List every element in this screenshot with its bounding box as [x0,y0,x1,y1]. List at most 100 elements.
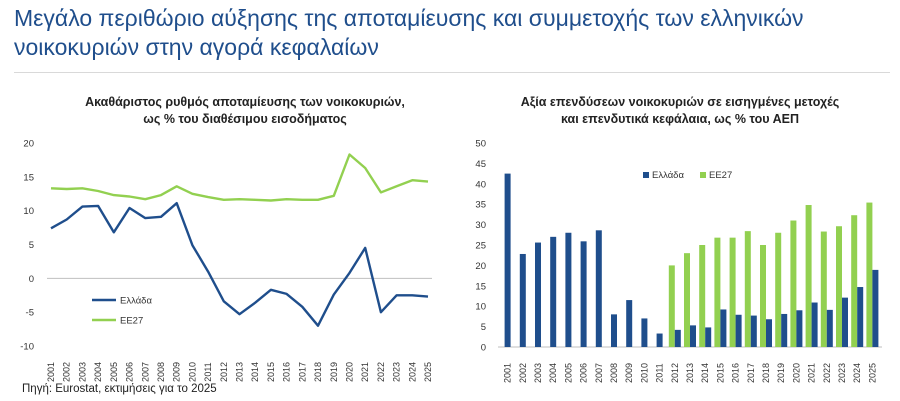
right-bar-greece [504,173,511,347]
right-x-tick-label: 2016 [731,363,741,383]
left-chart-title-line1: Ακαθάριστος ρυθμός αποταμίευσης των νοικ… [85,95,405,109]
left-series-line-greece [50,201,429,327]
right-chart-title-line2: και επενδυτικά κεφάλαια, ως % του ΑΕΠ [561,112,799,126]
right-bar-greece [611,314,617,347]
left-x-tick-label: 2025 [423,362,433,382]
right-x-tick-label: 2011 [655,363,665,382]
right-x-tick-label: 2004 [548,363,558,383]
left-chart-title: Ακαθάριστος ρυθμός αποταμίευσης των νοικ… [40,94,450,128]
left-x-tick-label: 2001 [46,362,56,382]
right-y-tick-label: 45 [475,159,486,170]
right-x-tick-label: 2009 [624,363,634,383]
right-bar-eu27 [820,231,827,347]
left-x-tick-label: 2018 [313,362,323,382]
left-legend-label-eu27: ΕΕ27 [120,316,143,327]
left-x-tick-label: 2003 [77,362,87,382]
right-bar-eu27 [836,226,842,347]
right-bar-greece [750,315,757,347]
right-bar-greece [641,318,648,347]
right-bar-eu27 [684,253,690,347]
right-bar-greece [690,325,696,347]
right-bar-greece [735,314,742,347]
left-x-tick-label: 2006 [125,362,135,382]
left-y-tick-label: -5 [26,308,34,319]
left-x-tick-label: 2007 [140,362,150,382]
right-y-tick-label: 40 [475,179,486,190]
right-bar-greece [842,297,848,347]
left-x-tick-label: 2005 [109,362,119,382]
page-title: Μεγάλο περιθώριο αύξησης της αποταμίευση… [14,5,804,60]
right-bar-eu27 [866,202,873,347]
left-x-tick-label: 2013 [235,362,245,382]
right-bar-eu27 [851,215,858,347]
right-legend-swatch-greece [643,172,649,178]
right-bar-greece [580,241,587,347]
left-x-tick-label: 2012 [219,362,229,382]
right-x-tick-label: 2024 [852,363,862,383]
left-x-tick-label: 2010 [187,362,197,382]
left-x-tick-label: 2021 [360,362,370,382]
left-x-tick-label: 2004 [93,362,103,382]
source-note: Πηγή: Eurostat, εκτιμήσεις για το 2025 [22,383,217,395]
left-y-tick-label: 0 [29,274,34,285]
left-chart-title-line2: ως % του διαθέσιμου εισοδήματος [143,112,347,126]
right-x-tick-label: 2019 [776,363,786,383]
left-x-tick-label: 2024 [407,362,417,382]
right-bar-greece [705,327,712,347]
right-x-tick-label: 2003 [533,363,543,383]
right-x-tick-label: 2007 [594,363,604,383]
left-x-tick-label: 2016 [282,362,292,382]
right-chart-title: Αξία επενδύσεων νοικοκυριών σε εισηγμένε… [480,94,880,128]
right-x-tick-label: 2002 [518,363,528,383]
right-y-tick-label: 30 [475,220,486,231]
right-x-tick-label: 2014 [700,363,710,383]
right-bar-greece [781,313,788,347]
right-x-tick-label: 2008 [609,363,619,383]
left-x-tick-label: 2020 [344,362,354,382]
left-legend-label-greece: Ελλάδα [120,296,152,307]
right-y-tick-label: 5 [481,322,486,333]
left-y-tick-label: 5 [29,240,34,251]
right-x-tick-label: 2022 [822,363,832,383]
right-x-tick-label: 2006 [579,363,589,383]
right-chart-title-line1: Αξία επενδύσεων νοικοκυριών σε εισηγμένε… [520,95,840,109]
left-x-tick-label: 2023 [392,362,402,382]
left-x-tick-label: 2014 [250,362,260,382]
right-x-tick-label: 2013 [685,363,695,383]
right-legend-label-greece: Ελλάδα [652,170,684,181]
left-x-tick-label: 2022 [376,362,386,382]
right-bar-greece [766,319,772,347]
right-bar-eu27 [729,237,736,347]
left-y-tick-label: 10 [23,206,34,217]
title-divider [14,72,890,73]
right-y-tick-label: 35 [475,200,486,211]
right-y-tick-label: 50 [475,139,486,150]
right-x-tick-label: 2017 [746,363,756,383]
left-x-tick-label: 2011 [203,362,213,381]
right-bar-eu27 [714,237,721,347]
right-y-tick-label: 15 [475,281,486,292]
right-bar-greece [595,230,602,347]
left-x-tick-label: 2008 [156,362,166,382]
right-bar-eu27 [775,232,782,347]
left-x-tick-label: 2009 [172,362,182,382]
right-x-tick-label: 2012 [670,363,680,383]
right-x-tick-label: 2023 [837,363,847,383]
right-bar-greece [796,310,803,347]
right-bar-greece [674,329,681,347]
right-x-tick-label: 2001 [503,363,513,383]
right-y-tick-label: 25 [475,241,486,252]
right-bar-greece [626,300,633,347]
right-x-tick-label: 2010 [639,363,649,383]
right-bar-greece [826,309,833,347]
right-x-tick-label: 2018 [761,363,771,383]
right-y-tick-label: 20 [475,261,486,272]
right-legend-swatch-eu27 [700,172,706,178]
right-bar-eu27 [760,245,766,347]
right-bar-eu27 [699,245,706,347]
right-bar-greece [720,309,727,347]
right-legend-label-eu27: ΕΕ27 [709,170,732,181]
right-x-tick-label: 2025 [867,363,877,383]
right-y-tick-label: 0 [481,343,486,354]
